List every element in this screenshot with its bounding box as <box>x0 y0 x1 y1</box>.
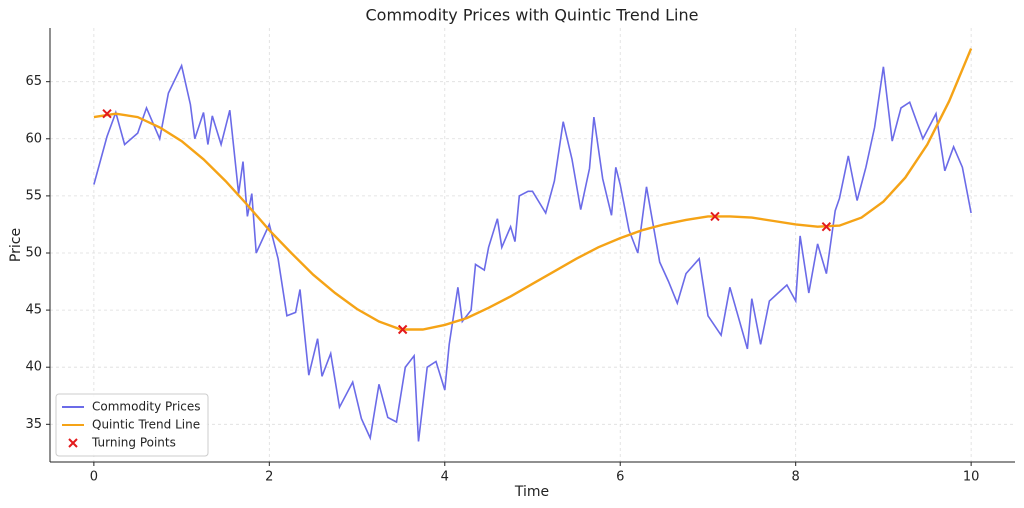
legend-label: Commodity Prices <box>92 400 201 414</box>
legend-label: Turning Points <box>91 436 176 450</box>
x-tick-label: 4 <box>441 470 449 485</box>
legend-box <box>55 393 209 457</box>
x-tick-label: 6 <box>616 470 624 485</box>
y-tick-label: 60 <box>25 131 42 146</box>
y-tick-label: 55 <box>25 188 42 203</box>
turning-point <box>821 222 832 232</box>
y-tick-label: 50 <box>25 245 42 260</box>
legend: Commodity Prices Quintic Trend Line Turnin… <box>55 393 209 457</box>
y-tick-label: 65 <box>25 74 42 89</box>
legend-label: Quintic Trend Line <box>92 418 200 432</box>
y-tick-label: 35 <box>25 417 42 432</box>
y-tick-label: 40 <box>25 360 42 375</box>
x-tick-label: 10 <box>963 470 980 485</box>
turning-point <box>710 211 720 222</box>
turning-point <box>102 108 112 119</box>
series-line <box>93 48 973 331</box>
turning-point <box>397 324 408 335</box>
series-line <box>93 63 972 442</box>
chart-title: Commodity Prices with Quintic Trend Line <box>366 6 699 25</box>
x-tick-label: 0 <box>90 470 98 485</box>
x-axis-title: Time <box>514 484 549 500</box>
legend-marker <box>68 438 78 448</box>
y-tick-label: 45 <box>25 303 42 318</box>
x-tick-label: 8 <box>792 470 800 485</box>
y-axis-title: Price <box>8 228 24 262</box>
x-tick-label: 2 <box>265 470 273 485</box>
